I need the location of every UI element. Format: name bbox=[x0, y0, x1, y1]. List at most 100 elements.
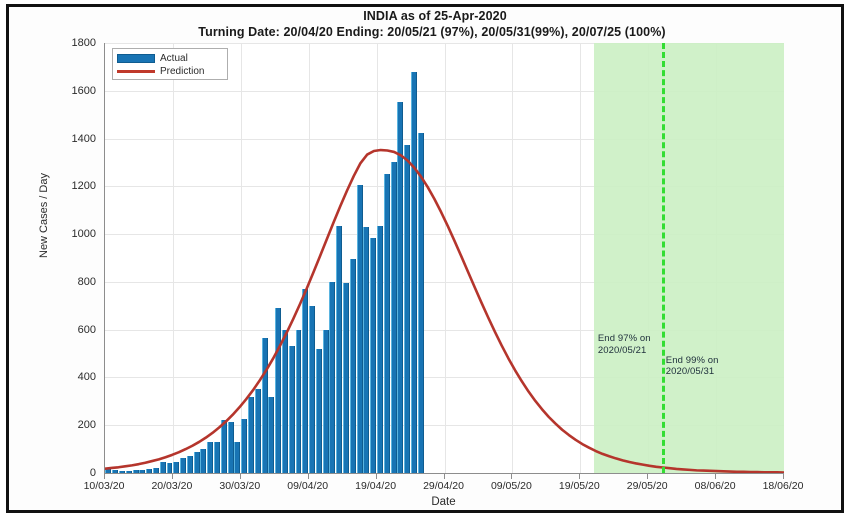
bar bbox=[343, 283, 350, 473]
bar bbox=[383, 174, 390, 473]
bar bbox=[234, 441, 241, 473]
x-axis-tick-mark bbox=[307, 474, 309, 479]
gridline-vertical bbox=[308, 43, 310, 473]
legend-label-prediction: Prediction bbox=[160, 65, 205, 77]
gridline-vertical bbox=[172, 43, 174, 473]
gridline-vertical bbox=[240, 43, 242, 473]
end-97-line2: 2020/05/21 bbox=[597, 344, 647, 356]
bar bbox=[302, 289, 309, 473]
bar bbox=[417, 132, 424, 473]
y-axis-label: New Cases / Day bbox=[38, 173, 50, 258]
legend-entry-prediction: Prediction bbox=[117, 65, 223, 77]
bar bbox=[132, 470, 139, 473]
bar bbox=[173, 461, 180, 473]
bar bbox=[139, 469, 146, 473]
bar bbox=[281, 329, 288, 473]
bar bbox=[186, 456, 193, 473]
bar bbox=[146, 469, 153, 473]
y-axis-tick-label: 1800 bbox=[71, 37, 96, 49]
y-axis-tick-label: 1200 bbox=[71, 180, 96, 193]
x-axis-tick-mark bbox=[171, 474, 173, 479]
gridline-vertical bbox=[512, 43, 514, 473]
bar bbox=[329, 281, 336, 473]
end-99-line2: 2020/05/31 bbox=[665, 366, 715, 378]
x-axis-tick-mark bbox=[715, 474, 717, 479]
y-axis-tick-label: 1400 bbox=[71, 132, 96, 145]
x-axis-tick-mark bbox=[443, 474, 445, 479]
x-axis-tick-mark bbox=[579, 474, 581, 479]
bar bbox=[268, 396, 275, 473]
bar bbox=[247, 396, 254, 473]
bar bbox=[377, 225, 383, 473]
plot-area: End 97% on 2020/05/21 End 99% on 2020/05/3… bbox=[104, 43, 784, 474]
bar bbox=[166, 463, 173, 473]
bar bbox=[118, 470, 125, 473]
bar bbox=[220, 420, 227, 473]
bar bbox=[152, 467, 159, 473]
bar bbox=[349, 259, 356, 473]
bar bbox=[363, 226, 370, 473]
x-axis-tick-label: 19/04/20 bbox=[355, 480, 397, 492]
gridline-vertical bbox=[580, 43, 582, 473]
bar bbox=[336, 225, 343, 473]
bar bbox=[322, 329, 329, 473]
bar bbox=[404, 144, 411, 473]
x-axis-tick-mark bbox=[511, 474, 513, 479]
x-axis: 10/03/20 20/03/20 30/03/20 09/04/20 19/04/20… bbox=[84, 474, 803, 496]
bar bbox=[159, 462, 166, 473]
bar bbox=[214, 441, 221, 473]
bar bbox=[390, 162, 397, 473]
y-axis-tick-label: 400 bbox=[77, 371, 96, 384]
end-97-annotation: End 97% on 2020/05/21 bbox=[598, 333, 651, 356]
x-axis-tick-label: 09/05/20 bbox=[490, 480, 532, 492]
y-axis-tick-label: 200 bbox=[77, 419, 96, 432]
bar bbox=[112, 470, 119, 473]
bar bbox=[125, 470, 132, 473]
bar bbox=[275, 308, 282, 473]
legend-label-actual: Actual bbox=[160, 52, 188, 64]
end-99-annotation: End 99% on 2020/05/31 bbox=[666, 355, 719, 378]
bar bbox=[193, 451, 200, 473]
x-axis-tick-label: 29/05/20 bbox=[626, 480, 668, 492]
bar bbox=[241, 419, 248, 473]
x-axis-tick-mark bbox=[647, 474, 649, 479]
y-axis-tick-label: 0 bbox=[89, 467, 96, 479]
bar bbox=[261, 338, 268, 473]
x-axis-tick-label: 30/03/20 bbox=[219, 480, 261, 492]
x-axis-tick-label: 29/04/20 bbox=[423, 480, 464, 492]
prediction-curve bbox=[105, 148, 784, 473]
x-axis-tick-mark bbox=[375, 474, 377, 479]
x-axis-tick-label: 18/06/20 bbox=[762, 480, 804, 492]
bar bbox=[295, 329, 302, 473]
bar bbox=[356, 184, 363, 473]
bar bbox=[410, 71, 417, 473]
bar bbox=[200, 449, 207, 473]
bar bbox=[227, 421, 234, 473]
x-axis-tick-mark bbox=[104, 474, 105, 479]
end-99-marker-line bbox=[661, 43, 665, 473]
bar bbox=[309, 305, 316, 473]
y-axis-tick-label: 1600 bbox=[71, 84, 96, 97]
bar bbox=[254, 389, 261, 473]
gridline-vertical bbox=[444, 43, 446, 473]
x-axis-tick-label: 10/03/20 bbox=[83, 480, 125, 492]
end-99-line1: End 99% on bbox=[665, 354, 719, 366]
chart-legend: Actual Prediction bbox=[112, 48, 228, 80]
x-axis-label: Date bbox=[431, 496, 456, 508]
x-axis-tick-label: 19/05/20 bbox=[558, 480, 600, 492]
y-axis-tick-label: 600 bbox=[77, 323, 96, 336]
x-axis-tick-label: 08/06/20 bbox=[694, 480, 736, 492]
end-97-line1: End 97% on bbox=[597, 333, 651, 345]
x-axis-tick-mark bbox=[783, 474, 784, 479]
legend-entry-actual: Actual bbox=[117, 52, 223, 64]
bar bbox=[288, 346, 295, 473]
legend-swatch-bar-icon bbox=[117, 53, 155, 63]
bar bbox=[315, 348, 322, 473]
bar bbox=[105, 468, 112, 473]
legend-swatch-line-icon bbox=[117, 69, 155, 73]
y-axis-tick-label: 1000 bbox=[71, 228, 96, 241]
bar bbox=[180, 458, 187, 473]
plot-clip: End 97% on 2020/05/21 End 99% on 2020/05/3… bbox=[105, 43, 784, 473]
y-axis-tick-label: 800 bbox=[77, 275, 96, 288]
